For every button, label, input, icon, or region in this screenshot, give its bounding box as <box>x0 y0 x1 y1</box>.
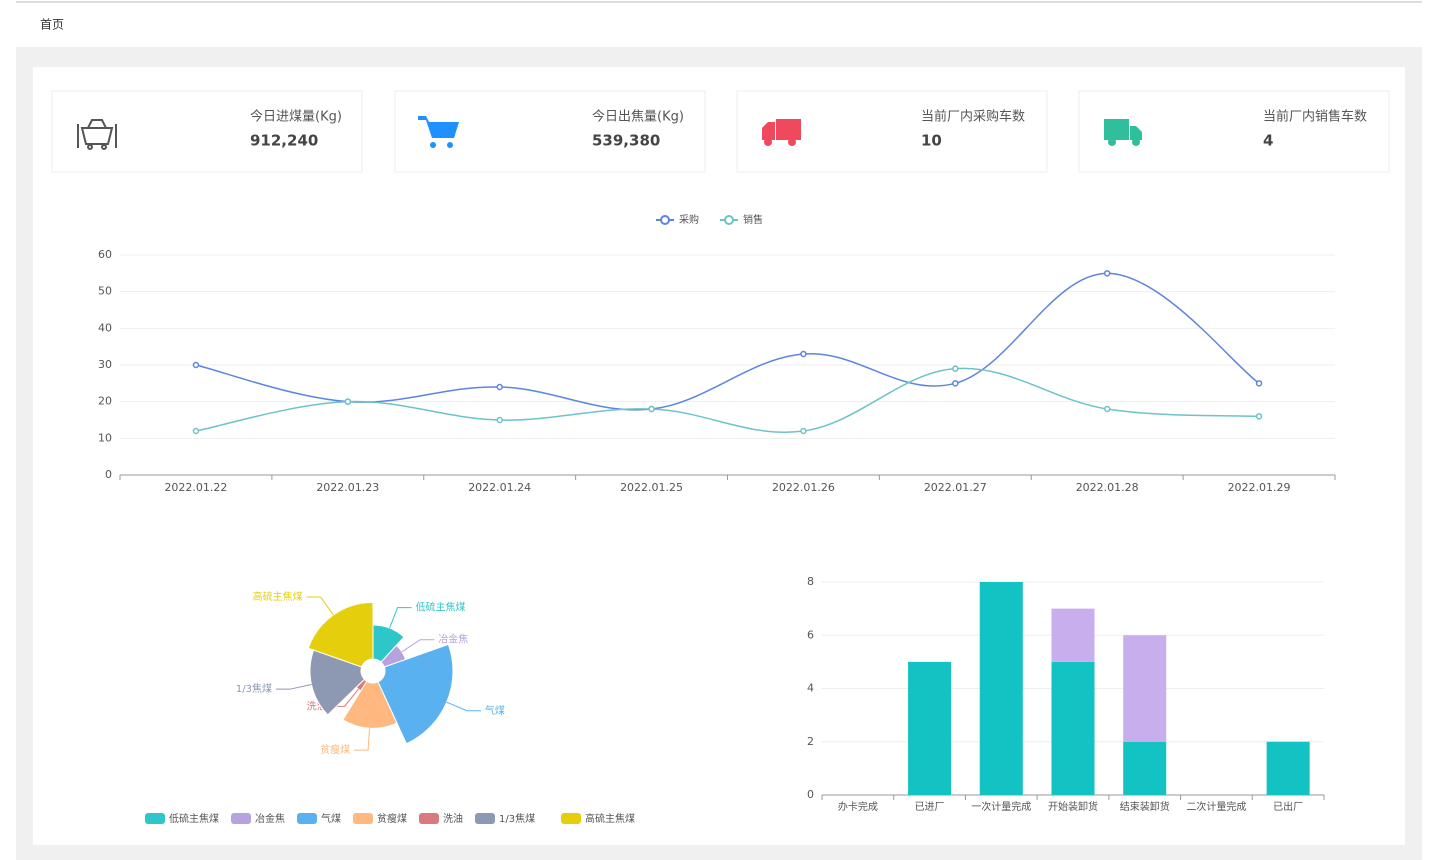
legend-label: 高硫主焦煤 <box>585 812 635 825</box>
legend-label: 贫瘦煤 <box>377 812 407 825</box>
y-tick-label: 30 <box>98 358 112 371</box>
legend-swatch <box>145 813 165 824</box>
point <box>193 429 198 434</box>
legend-label: 低硫主焦煤 <box>169 812 219 825</box>
breadcrumb[interactable]: 首页 <box>40 18 64 32</box>
stat-value: 539,380 <box>592 132 660 150</box>
legend-label: 气煤 <box>321 812 341 825</box>
content-card <box>33 67 1405 845</box>
y-tick-label: 8 <box>807 575 814 588</box>
legend-label: 洗油 <box>443 812 463 825</box>
x-tick-label: 2022.01.28 <box>1076 481 1139 494</box>
x-tick-label: 开始装卸货 <box>1048 800 1098 813</box>
x-tick-label: 2022.01.29 <box>1228 481 1291 494</box>
bar <box>1051 662 1094 795</box>
x-tick-label: 一次计量完成 <box>971 800 1031 813</box>
stat-label: 当前厂内采购车数 <box>921 109 1025 125</box>
point <box>1105 407 1110 412</box>
stat-value: 4 <box>1263 132 1273 150</box>
legend-swatch <box>561 813 581 824</box>
x-tick-label: 已出厂 <box>1273 800 1303 813</box>
point <box>953 366 958 371</box>
legend-label: 1/3焦煤 <box>499 812 535 825</box>
point <box>801 352 806 357</box>
legend-label: 采购 <box>679 213 699 226</box>
x-tick-label: 2022.01.24 <box>468 481 531 494</box>
y-tick-label: 40 <box>98 321 112 334</box>
stat-label: 今日出焦量(Kg) <box>592 109 684 125</box>
legend-label: 销售 <box>743 213 763 226</box>
stat-card: 今日出焦量(Kg) 539,380 <box>395 91 705 172</box>
bar <box>980 582 1023 795</box>
y-tick-label: 0 <box>807 788 814 801</box>
stat-card: 当前厂内销售车数 4 <box>1079 91 1389 172</box>
slice-label: 气煤 <box>485 704 505 717</box>
x-tick-label: 2022.01.26 <box>772 481 835 494</box>
stat-value: 912,240 <box>250 132 318 150</box>
point <box>801 429 806 434</box>
bar <box>1267 742 1310 795</box>
stat-label: 当前厂内销售车数 <box>1263 109 1367 125</box>
legend-marker <box>725 216 733 224</box>
point <box>649 407 654 412</box>
stat-value: 10 <box>921 132 942 150</box>
y-tick-label: 6 <box>807 628 814 641</box>
y-tick-label: 50 <box>98 285 112 298</box>
legend-swatch <box>419 813 439 824</box>
slice-label: 1/3焦煤 <box>236 682 272 695</box>
legend-swatch <box>475 813 495 824</box>
point <box>193 363 198 368</box>
x-tick-label: 2022.01.27 <box>924 481 987 494</box>
x-tick-label: 结束装卸货 <box>1120 800 1170 813</box>
legend-swatch <box>297 813 317 824</box>
legend-swatch <box>353 813 373 824</box>
slice-label: 冶金焦 <box>438 633 468 646</box>
x-tick-label: 已进厂 <box>915 801 945 813</box>
point <box>345 399 350 404</box>
point <box>497 418 502 423</box>
slice-label: 贫瘦煤 <box>320 743 350 756</box>
point <box>1105 271 1110 276</box>
x-tick-label: 二次计量完成 <box>1186 800 1246 813</box>
y-tick-label: 2 <box>807 735 814 748</box>
x-tick-label: 办卡完成 <box>838 800 878 813</box>
legend-marker <box>661 216 669 224</box>
stat-card: 当前厂内采购车数 10 <box>737 91 1047 172</box>
point <box>1257 414 1262 419</box>
slice-label: 低硫主焦煤 <box>416 601 466 614</box>
stat-card: 今日进煤量(Kg) 912,240 <box>52 91 362 172</box>
point <box>1257 381 1262 386</box>
legend-label: 冶金焦 <box>255 812 285 825</box>
x-tick-label: 2022.01.22 <box>164 481 227 494</box>
legend-swatch <box>231 813 251 824</box>
x-tick-label: 2022.01.25 <box>620 481 683 494</box>
y-tick-label: 10 <box>98 431 112 444</box>
x-tick-label: 2022.01.23 <box>316 481 379 494</box>
point <box>497 385 502 390</box>
bar <box>908 662 951 795</box>
point <box>953 381 958 386</box>
slice-label: 高硫主焦煤 <box>253 590 303 603</box>
y-tick-label: 60 <box>98 248 112 261</box>
y-tick-label: 0 <box>105 468 112 481</box>
bar <box>1123 635 1166 742</box>
bar <box>1123 742 1166 795</box>
y-tick-label: 20 <box>98 395 112 408</box>
y-tick-label: 4 <box>807 682 814 695</box>
bar <box>1051 609 1094 662</box>
stat-label: 今日进煤量(Kg) <box>250 109 342 125</box>
